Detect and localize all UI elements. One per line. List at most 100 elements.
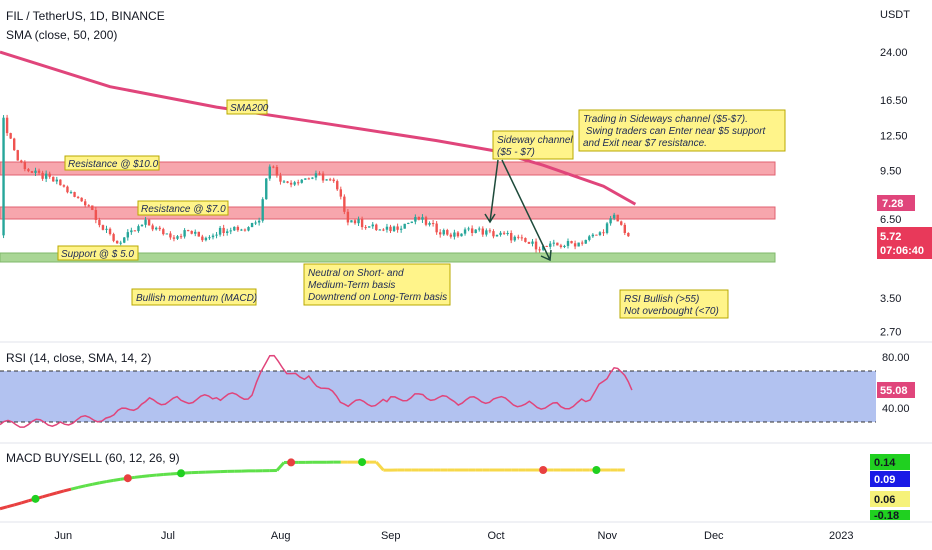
candle <box>297 182 300 184</box>
time-ticks: Jun Jul Aug Sep Oct Nov Dec 2023 <box>54 530 853 542</box>
rsi-value-badge: 55.08 <box>877 382 915 398</box>
candles-group <box>2 114 630 253</box>
candle <box>375 224 378 231</box>
candle <box>357 219 360 224</box>
macd-segment <box>84 482 93 488</box>
candle <box>470 228 474 233</box>
candle <box>236 226 240 231</box>
macd-segment <box>49 491 58 497</box>
candle <box>502 232 506 234</box>
macd-value-badges: 0.14 0.09 0.06 -0.18 <box>870 454 910 522</box>
svg-text:55.08: 55.08 <box>880 385 908 397</box>
svg-text:Resistance @ $7.0: Resistance @ $7.0 <box>141 204 226 215</box>
candle <box>360 219 364 228</box>
price-tick: 2.70 <box>880 326 901 338</box>
svg-text:5.72: 5.72 <box>880 231 901 243</box>
candle <box>176 236 179 239</box>
candle <box>289 182 293 185</box>
candle <box>435 223 438 233</box>
candle <box>424 217 428 225</box>
sma200-price-badge: 7.28 <box>877 195 915 211</box>
candle <box>318 173 321 175</box>
candle <box>595 234 598 236</box>
candle <box>364 227 367 229</box>
macd-signal-dot <box>177 469 186 478</box>
annotation-support-5: Support @ $ 5.0 <box>57 245 139 261</box>
price-axis <box>876 0 932 520</box>
svg-text:0.06: 0.06 <box>874 494 895 506</box>
candle <box>446 230 449 235</box>
candle <box>37 170 41 173</box>
candle <box>272 166 275 168</box>
candle <box>602 232 605 234</box>
candle <box>265 178 268 200</box>
time-tick: Oct <box>487 530 504 542</box>
candle <box>605 223 609 233</box>
macd-segment <box>163 472 171 476</box>
macd-signal-dot <box>123 474 132 483</box>
macd-indicator-label: MACD BUY/SELL (60, 12, 26, 9) <box>6 451 180 465</box>
candle <box>510 233 513 241</box>
candle <box>23 162 27 170</box>
candle <box>261 199 264 221</box>
candle <box>30 171 34 173</box>
candle <box>385 226 389 230</box>
svg-text:Bullish momentum (MACD): Bullish momentum (MACD) <box>136 293 257 304</box>
candle <box>328 179 332 181</box>
symbol-title: FIL / TetherUS, 1D, BINANCE <box>6 9 165 23</box>
svg-text:-0.18: -0.18 <box>874 510 899 522</box>
candle <box>140 224 144 227</box>
candle <box>2 117 5 236</box>
candle <box>325 179 328 181</box>
candle <box>73 192 76 197</box>
candle <box>190 230 193 234</box>
candle <box>112 234 115 241</box>
candle <box>524 238 527 242</box>
candle <box>48 173 51 177</box>
candle <box>115 240 119 244</box>
candle <box>130 230 133 233</box>
rsi-tick-40: 40.00 <box>882 403 910 415</box>
candle <box>162 229 165 235</box>
annotation-rsi: RSI Bullish (>55) Not overbought (<70) <box>619 289 729 319</box>
annotation-neutral: Neutral on Short- and Medium-Term basis Do… <box>303 263 451 306</box>
macd-segment <box>148 473 157 478</box>
time-tick: Jun <box>54 530 72 542</box>
candle <box>382 229 385 231</box>
candle <box>321 173 325 181</box>
candle <box>52 176 55 182</box>
candle <box>208 237 211 239</box>
macd-segment <box>63 487 72 493</box>
time-tick: 2023 <box>829 530 853 542</box>
sideway-channel-line-1: Sideway channel ($5 - $7) <box>497 135 573 158</box>
svg-text:Trading in Sideways channel ($: Trading in Sideways channel ($5-$7). Swi… <box>583 114 767 149</box>
candle <box>570 241 573 244</box>
candle <box>105 228 108 230</box>
time-tick: Nov <box>598 530 618 542</box>
candle <box>20 160 23 163</box>
candle <box>137 226 140 232</box>
candle <box>197 231 200 237</box>
candle <box>268 166 271 179</box>
annotation-resistance-10: Resistance @ $10.0 <box>64 155 160 171</box>
sma200-line <box>0 50 637 206</box>
candle <box>552 242 555 244</box>
price-tick: 9.50 <box>880 165 901 177</box>
candle <box>513 236 516 241</box>
candle <box>222 227 225 233</box>
candle <box>410 221 413 223</box>
macd-signal-dot <box>358 458 367 467</box>
macd-segment <box>20 499 29 505</box>
svg-text:Resistance @ $10.0: Resistance @ $10.0 <box>68 159 159 170</box>
rsi-band-fill <box>0 371 876 422</box>
candle <box>59 179 62 186</box>
candle <box>147 219 151 226</box>
candle <box>76 196 80 198</box>
candle <box>314 173 318 178</box>
candle <box>243 229 247 231</box>
macd-signal-dot <box>539 466 548 475</box>
macd-segment <box>275 461 286 472</box>
macd-signal-dot <box>31 494 40 503</box>
candle <box>627 232 630 237</box>
